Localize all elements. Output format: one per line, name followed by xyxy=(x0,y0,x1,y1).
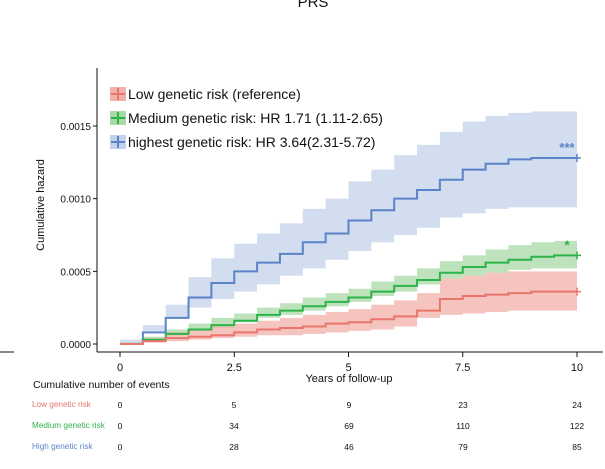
risk-table-title: Cumulative number of events xyxy=(33,379,170,391)
y-ticks: 0.0000 0.0005 0.0010 0.0015 xyxy=(60,122,97,351)
hazard-curve-0 xyxy=(120,290,577,345)
legend-label: highest genetic risk: HR 3.64(2.31-5.72) xyxy=(128,134,375,150)
risk-cell: 9 xyxy=(346,400,352,410)
censor-mark-0 xyxy=(573,287,581,296)
risk-cell: 34 xyxy=(229,421,239,431)
y-tick-label: 0.0000 xyxy=(60,340,91,351)
chart-title: PRS xyxy=(298,0,329,11)
hazard-curves xyxy=(120,153,581,345)
y-tick-label: 0.0005 xyxy=(60,267,91,278)
risk-cell: 46 xyxy=(344,442,354,452)
risk-row-label: Medium genetic risk xyxy=(32,421,105,430)
risk-cell: 28 xyxy=(229,442,239,452)
risk-cell: 85 xyxy=(572,442,582,452)
risk-cell: 24 xyxy=(572,400,582,410)
hazard-curve-2 xyxy=(120,156,577,345)
significance-mark-1: * xyxy=(564,237,570,252)
x-ticks: 0 2.5 5 7.5 10 xyxy=(117,352,583,374)
risk-row-label: Low genetic risk xyxy=(32,400,91,409)
legend-label: Medium genetic risk: HR 1.71 (1.11-2.65) xyxy=(128,110,383,126)
legend-marker xyxy=(111,88,125,100)
y-tick-label: 0.0010 xyxy=(60,195,91,206)
x-tick-label: 10 xyxy=(571,362,583,374)
risk-cell: 5 xyxy=(231,400,237,410)
risk-cell: 0 xyxy=(117,442,123,452)
risk-cell: 0 xyxy=(117,421,123,431)
legend-label: Low genetic risk (reference) xyxy=(128,86,301,102)
risk-row-label: High genetic risk xyxy=(32,442,93,451)
legend-marker xyxy=(111,136,125,148)
risk-row-low: Low genetic risk 0 5 9 23 24 xyxy=(0,400,605,414)
x-tick-label: 2.5 xyxy=(227,362,242,374)
x-tick-label: 5 xyxy=(345,362,351,374)
risk-cell: 79 xyxy=(458,442,468,452)
risk-cell: 0 xyxy=(117,400,123,410)
y-tick-label: 0.0015 xyxy=(60,122,91,133)
significance-mark-2: *** xyxy=(559,140,575,155)
risk-row-high: High genetic risk 0 28 46 79 85 xyxy=(0,442,605,456)
legend-marker xyxy=(111,112,125,124)
significance-annotations: **** xyxy=(559,140,575,252)
y-axis-label: Cumulative hazard xyxy=(35,159,47,251)
axes xyxy=(0,68,603,353)
risk-row-medium: Medium genetic risk 0 34 69 110 122 xyxy=(0,421,605,435)
risk-cell: 110 xyxy=(456,421,470,431)
censor-mark-2 xyxy=(573,153,581,162)
risk-cell: 69 xyxy=(344,421,354,431)
x-tick-label: 0 xyxy=(117,362,123,374)
censor-mark-1 xyxy=(573,251,581,260)
x-axis-label: Years of follow-up xyxy=(305,373,392,385)
risk-cell: 122 xyxy=(569,421,585,431)
hazard-curve-1 xyxy=(120,254,577,345)
x-tick-label: 7.5 xyxy=(455,362,470,374)
risk-cell: 23 xyxy=(458,400,468,410)
legend: Low genetic risk (reference) Medium genet… xyxy=(110,86,383,150)
